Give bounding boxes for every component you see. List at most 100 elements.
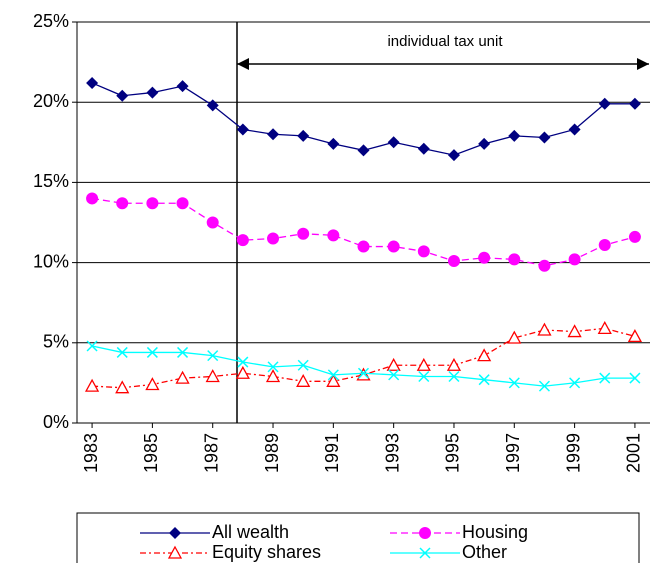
x-tick-label: 1989: [262, 433, 282, 473]
legend-marker: [169, 527, 181, 539]
marker: [446, 357, 462, 371]
marker: [478, 137, 491, 150]
marker: [146, 86, 159, 99]
marker: [447, 254, 460, 267]
marker: [599, 372, 611, 384]
marker: [146, 197, 159, 210]
marker: [418, 370, 430, 383]
marker: [86, 76, 99, 89]
marker: [206, 99, 219, 112]
marker: [175, 370, 190, 384]
marker: [357, 144, 370, 157]
annotation: individual tax unit: [387, 33, 503, 50]
marker: [326, 373, 341, 387]
marker: [267, 128, 280, 141]
series-line: [91, 197, 636, 267]
x-tick-label: 1997: [503, 433, 523, 473]
marker: [568, 253, 581, 266]
marker: [597, 321, 612, 335]
y-tick-label: 15%: [33, 171, 69, 191]
legend-marker: [419, 527, 431, 539]
marker: [297, 227, 310, 240]
x-tick-label: 1991: [322, 433, 342, 473]
marker: [177, 346, 189, 358]
x-tick-label: 1985: [141, 433, 161, 473]
marker: [297, 359, 309, 371]
marker: [176, 80, 189, 93]
legend-label: Housing: [462, 522, 528, 542]
x-tick-label: 1983: [81, 433, 101, 473]
x-tick-label: 1999: [563, 433, 583, 473]
marker: [508, 129, 521, 142]
marker: [237, 356, 249, 368]
marker: [628, 97, 641, 110]
marker: [387, 136, 400, 149]
marker: [357, 240, 370, 253]
marker: [205, 369, 220, 383]
legend-marker: [419, 547, 431, 559]
marker: [297, 129, 310, 142]
marker: [236, 123, 249, 136]
x-tick-label: 2001: [624, 433, 644, 473]
marker: [538, 380, 550, 392]
marker: [386, 357, 401, 371]
marker: [387, 240, 400, 253]
marker: [508, 253, 521, 266]
marker: [84, 378, 100, 392]
legend-label: All wealth: [212, 522, 289, 542]
marker: [327, 137, 340, 150]
x-tick-label: 1993: [382, 433, 402, 473]
y-tick-label: 0%: [43, 412, 69, 432]
marker: [569, 377, 581, 389]
marker: [296, 373, 311, 387]
marker: [508, 377, 520, 389]
marker: [598, 238, 611, 251]
marker: [537, 322, 552, 336]
y-tick-label: 20%: [33, 91, 69, 111]
marker: [357, 367, 370, 379]
marker: [478, 251, 491, 264]
marker: [267, 361, 279, 373]
marker: [145, 377, 160, 391]
x-tick-label: 1995: [443, 433, 463, 473]
marker: [116, 89, 129, 102]
marker: [236, 234, 249, 247]
marker: [116, 346, 128, 358]
marker: [267, 232, 280, 245]
marker: [598, 97, 611, 110]
marker: [176, 197, 189, 210]
marker: [86, 192, 99, 205]
marker: [206, 216, 219, 229]
x-tick-label: 1987: [201, 433, 221, 473]
marker: [235, 365, 250, 379]
marker: [538, 259, 551, 272]
marker: [568, 123, 581, 136]
marker: [507, 330, 522, 344]
marker: [477, 348, 492, 362]
marker: [567, 324, 582, 338]
marker: [417, 245, 430, 258]
marker: [538, 131, 551, 144]
marker: [265, 369, 281, 383]
legend-label: Other: [462, 542, 507, 562]
marker: [448, 370, 460, 383]
marker: [115, 380, 130, 394]
y-tick-label: 5%: [43, 332, 69, 352]
marker: [447, 149, 460, 162]
series-line: [91, 82, 635, 156]
y-tick-label: 25%: [33, 11, 69, 31]
legend-marker: [167, 545, 183, 559]
y-tick-label: 10%: [33, 251, 69, 271]
marker: [327, 369, 339, 381]
marker: [417, 142, 430, 155]
marker: [627, 329, 643, 343]
marker: [478, 374, 490, 386]
marker: [207, 350, 219, 362]
marker: [416, 357, 431, 371]
marker: [388, 369, 400, 381]
legend-box: [76, 512, 640, 563]
marker: [146, 346, 158, 358]
marker: [86, 340, 98, 352]
marker: [629, 372, 641, 384]
